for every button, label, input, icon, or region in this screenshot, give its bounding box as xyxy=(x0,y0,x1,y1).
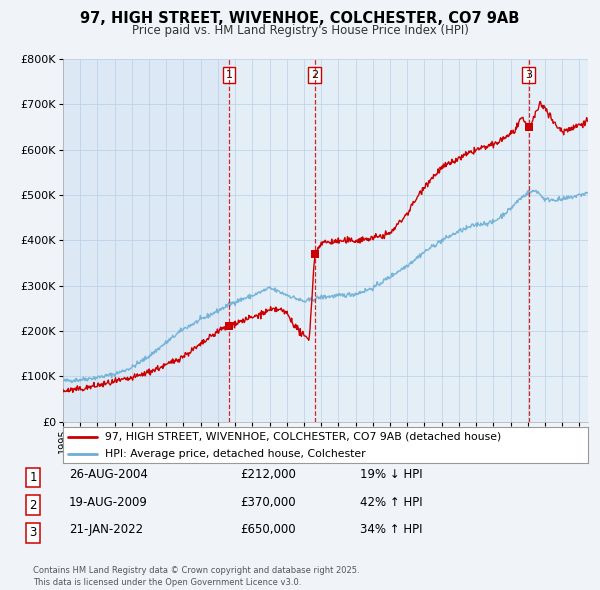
Text: Price paid vs. HM Land Registry's House Price Index (HPI): Price paid vs. HM Land Registry's House … xyxy=(131,24,469,37)
Bar xyxy=(529,59,588,422)
Text: 21-JAN-2022: 21-JAN-2022 xyxy=(69,523,143,536)
Text: 42% ↑ HPI: 42% ↑ HPI xyxy=(360,496,422,509)
Text: 3: 3 xyxy=(29,526,37,539)
Text: 97, HIGH STREET, WIVENHOE, COLCHESTER, CO7 9AB: 97, HIGH STREET, WIVENHOE, COLCHESTER, C… xyxy=(80,11,520,25)
Text: 34% ↑ HPI: 34% ↑ HPI xyxy=(360,523,422,536)
Text: 19-AUG-2009: 19-AUG-2009 xyxy=(69,496,148,509)
Bar xyxy=(315,59,529,422)
Text: 26-AUG-2004: 26-AUG-2004 xyxy=(69,468,148,481)
Text: £212,000: £212,000 xyxy=(240,468,296,481)
Text: 1: 1 xyxy=(226,70,233,80)
Text: HPI: Average price, detached house, Colchester: HPI: Average price, detached house, Colc… xyxy=(105,450,365,460)
Text: 3: 3 xyxy=(525,70,532,80)
Text: £650,000: £650,000 xyxy=(240,523,296,536)
Text: 1: 1 xyxy=(29,471,37,484)
Text: 97, HIGH STREET, WIVENHOE, COLCHESTER, CO7 9AB (detached house): 97, HIGH STREET, WIVENHOE, COLCHESTER, C… xyxy=(105,432,501,442)
Text: 2: 2 xyxy=(311,70,319,80)
Bar xyxy=(229,59,315,422)
Text: 19% ↓ HPI: 19% ↓ HPI xyxy=(360,468,422,481)
Text: 2: 2 xyxy=(29,499,37,512)
Text: £370,000: £370,000 xyxy=(240,496,296,509)
Text: Contains HM Land Registry data © Crown copyright and database right 2025.
This d: Contains HM Land Registry data © Crown c… xyxy=(33,566,359,587)
